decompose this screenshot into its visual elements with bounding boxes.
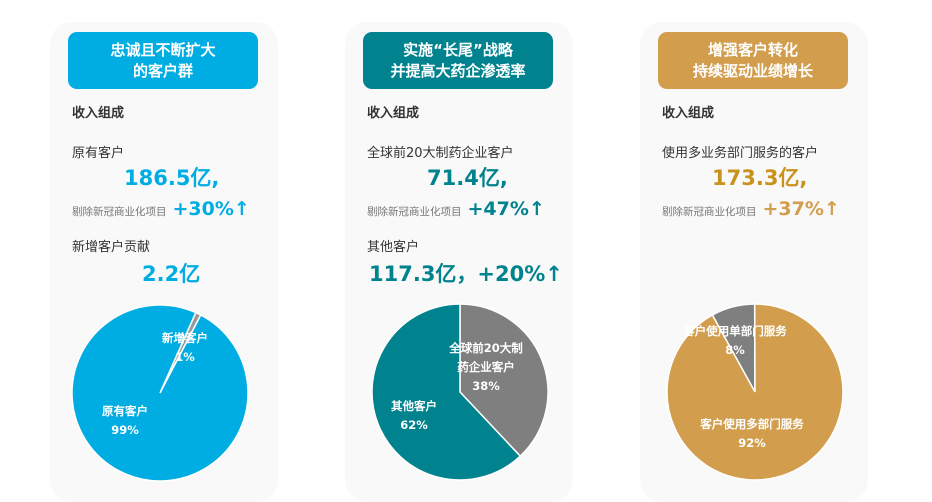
card-header: 增强客户转化 持续驱动业绩增长 <box>658 32 848 89</box>
note-line: 剔除新冠商业化项目 +30%↑ <box>72 198 250 220</box>
section-title: 收入组成 <box>662 106 715 121</box>
header-line: 增强客户转化 <box>707 40 798 59</box>
section-title: 收入组成 <box>367 106 420 121</box>
slice-name-label: 全球前20大制 <box>448 341 523 355</box>
header-line: 持续驱动业绩增长 <box>692 61 813 80</box>
slice-percent-label: 99% <box>111 423 139 437</box>
header-line: 忠诚且不断扩大 <box>110 40 216 59</box>
metric-value: 2.2亿 <box>142 262 201 286</box>
slice-name-label: 新增客户 <box>162 331 208 345</box>
growth-value: +37%↑ <box>762 198 840 220</box>
slice-name-label: 客户使用单部门服务 <box>682 324 787 338</box>
note-text: 剔除新冠商业化项目 <box>72 206 167 218</box>
slice-name-label: 药企业客户 <box>457 360 515 374</box>
pie-slice <box>71 304 249 482</box>
slice-percent-label: 1% <box>175 350 195 364</box>
slice-percent-label: 92% <box>738 436 766 450</box>
metric-value: 71.4亿, <box>427 166 508 190</box>
metric-value: 117.3亿，+20%↑ <box>369 262 563 286</box>
pie-slice <box>459 303 549 458</box>
slice-percent-label: 38% <box>472 379 500 393</box>
header-line: 的客户群 <box>132 61 193 80</box>
metric-label: 使用多业务部门服务的客户 <box>662 146 819 161</box>
metric-label: 其他客户 <box>367 240 420 255</box>
growth-value: +47%↑ <box>467 198 545 220</box>
note-line: 剔除新冠商业化项目 +37%↑ <box>662 198 840 220</box>
metric-value: 186.5亿, <box>124 166 220 190</box>
section-title: 收入组成 <box>72 106 125 121</box>
note-text: 剔除新冠商业化项目 <box>662 206 757 218</box>
card-header: 实施“长尾”战略 并提高大药企渗透率 <box>363 32 553 89</box>
metric-label: 新增客户贡献 <box>72 240 151 255</box>
card-header: 忠诚且不断扩大 的客户群 <box>68 32 258 89</box>
note-text: 剔除新冠商业化项目 <box>367 206 462 218</box>
slice-name-label: 原有客户 <box>102 404 148 418</box>
slice-percent-label: 8% <box>725 343 745 357</box>
growth-value: +30%↑ <box>172 198 250 220</box>
slice-percent-label: 62% <box>400 418 428 432</box>
pie-charts: 新增客户 1% 原有客户 99% 全球前20大制药企业客户 38% 其他客户 62% 客户使用单… <box>71 303 844 482</box>
slice-name-label: 其他客户 <box>391 399 437 413</box>
header-line: 实施“长尾”战略 <box>403 40 513 59</box>
note-line: 剔除新冠商业化项目 +47%↑ <box>367 198 545 220</box>
metric-label: 全球前20大制药企业客户 <box>367 146 514 161</box>
metric-value: 173.3亿, <box>712 166 808 190</box>
pie-slice <box>666 303 844 481</box>
slice-name-label: 客户使用多部门服务 <box>699 417 804 431</box>
metric-label: 原有客户 <box>72 146 125 161</box>
pie-slice <box>371 303 522 481</box>
header-line: 并提高大药企渗透率 <box>390 61 526 80</box>
